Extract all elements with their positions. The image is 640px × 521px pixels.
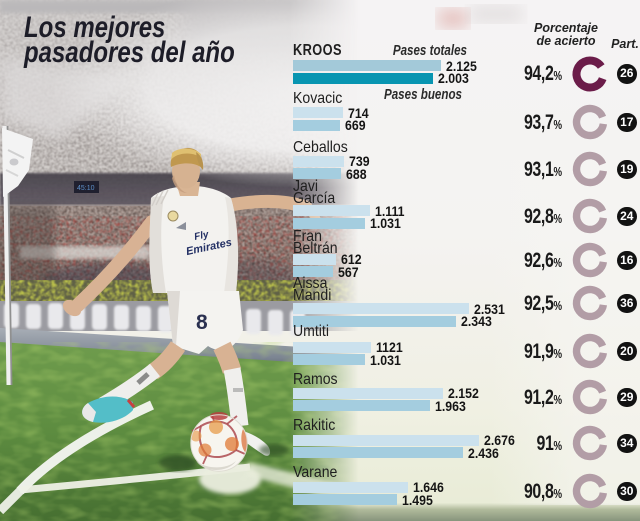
svg-text:8: 8 bbox=[196, 311, 208, 334]
svg-text:Fly: Fly bbox=[193, 229, 210, 243]
svg-text:45:10: 45:10 bbox=[77, 185, 95, 192]
